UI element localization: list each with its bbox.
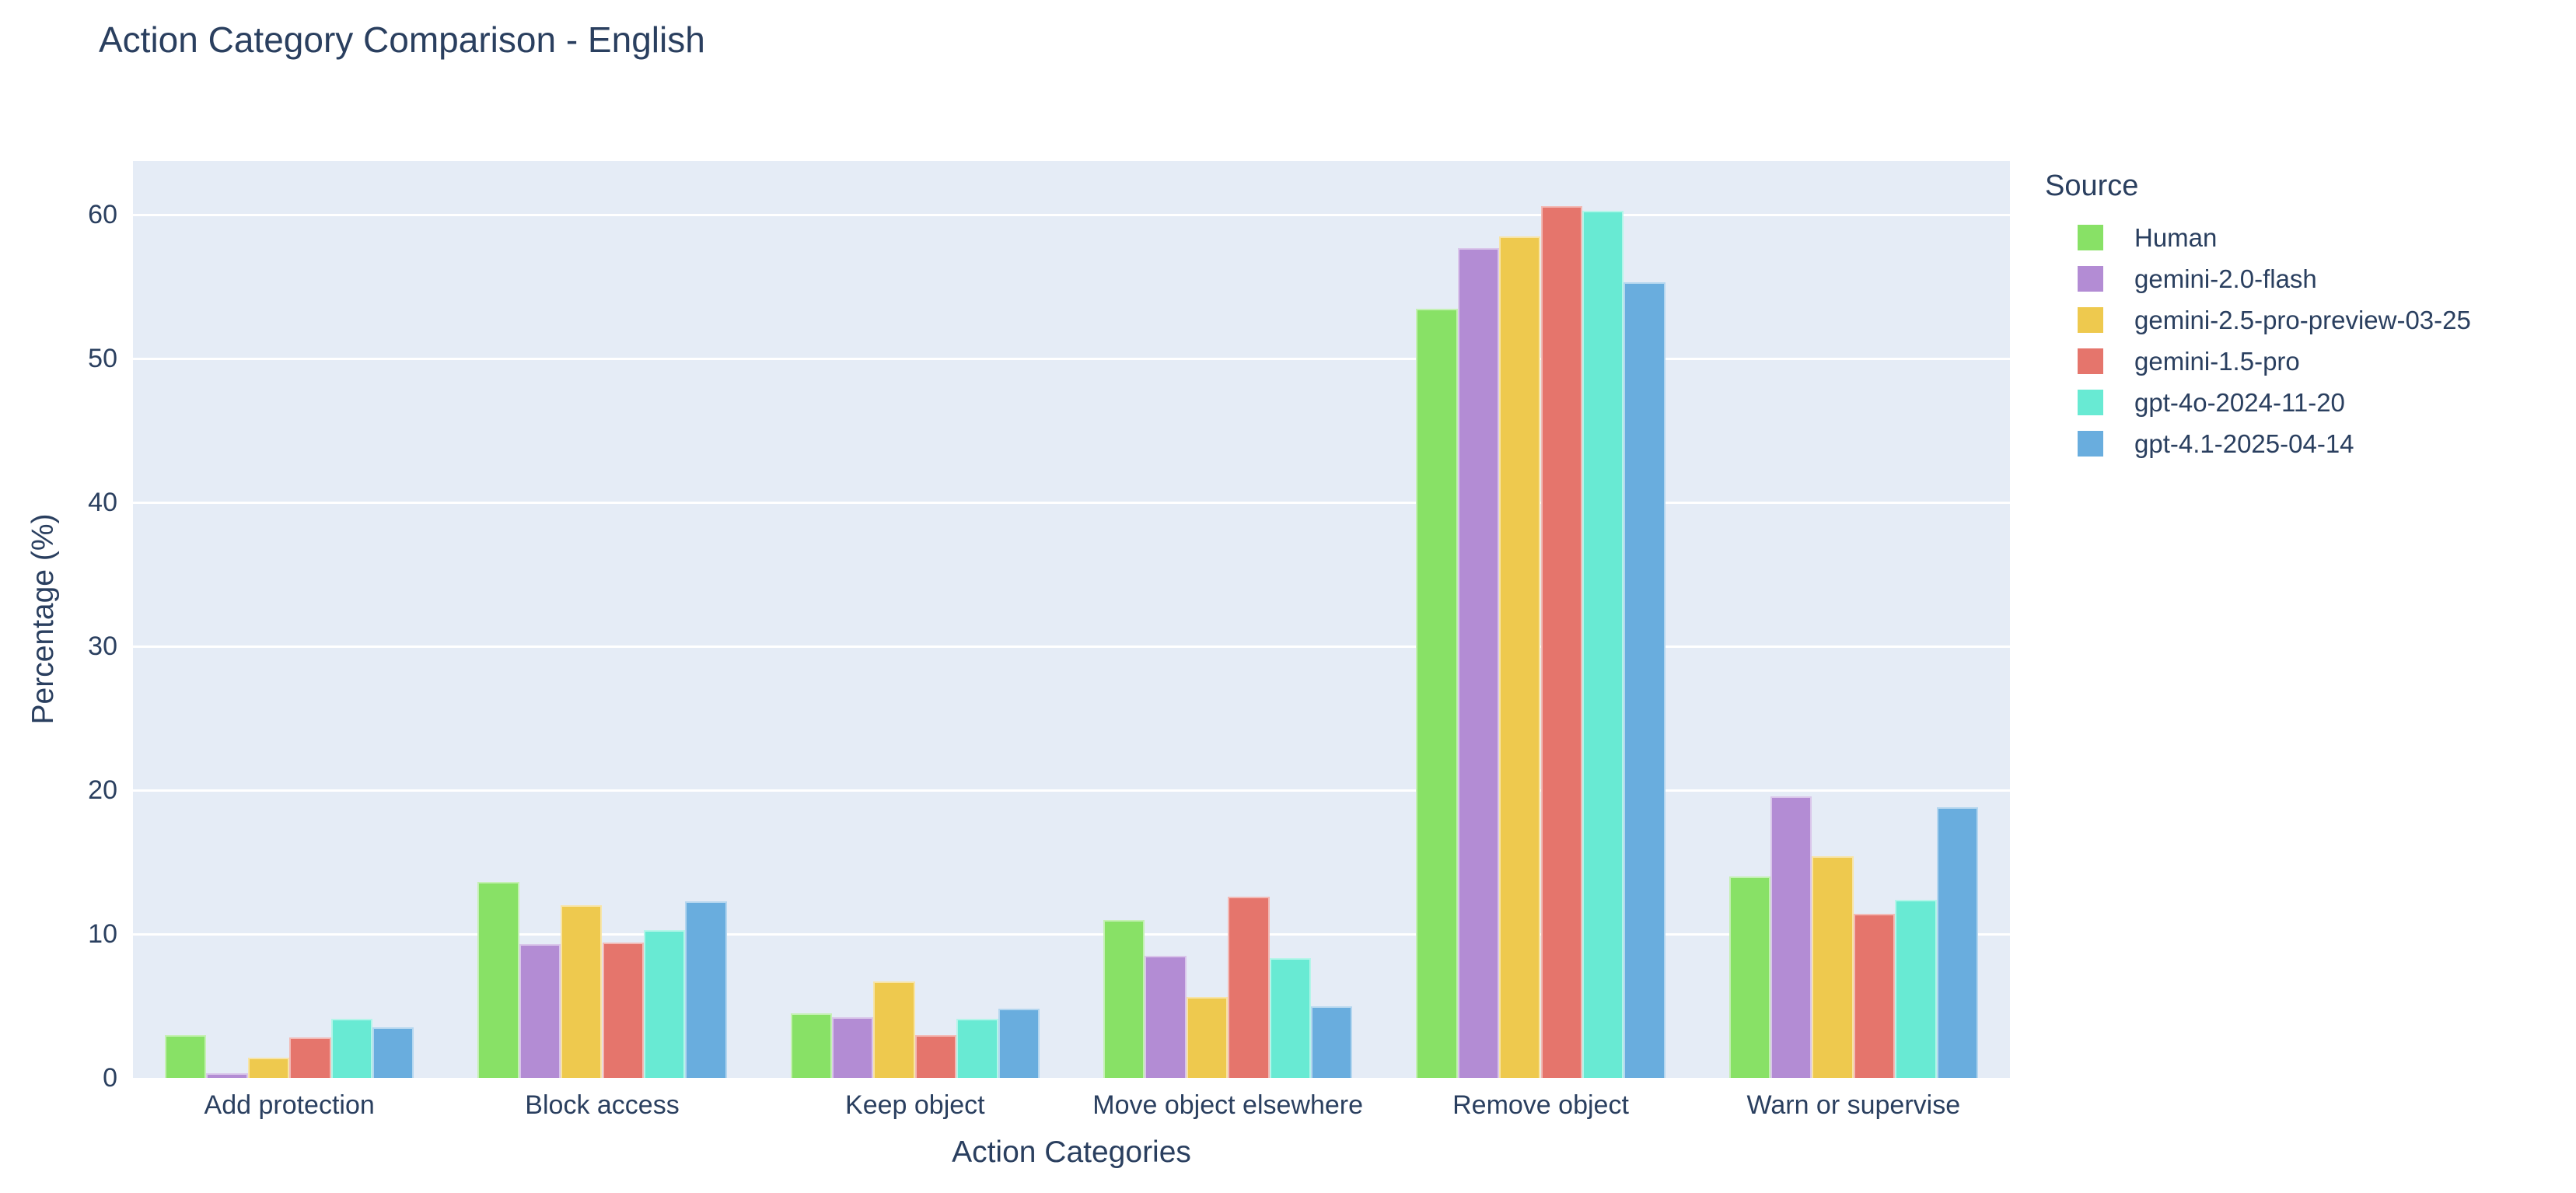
gridline-y-20 bbox=[133, 789, 2010, 792]
bar-gemini-1.5-pro-Warn or supervise[interactable] bbox=[1853, 914, 1896, 1078]
bar-Human-Block access[interactable] bbox=[477, 882, 519, 1078]
x-tick-label-Add protection: Add protection bbox=[204, 1090, 375, 1120]
x-tick-label-Move object elsewhere: Move object elsewhere bbox=[1092, 1090, 1364, 1120]
x-tick-label-Block access: Block access bbox=[525, 1090, 680, 1120]
y-tick-label-40: 40 bbox=[88, 488, 117, 518]
bar-Human-Move object elsewhere[interactable] bbox=[1103, 919, 1145, 1078]
bar-gpt-4.1-2025-04-14-Warn or supervise[interactable] bbox=[1936, 807, 1979, 1078]
legend-item-gpt-4o-2024-11-20[interactable]: gpt-4o-2024-11-20 bbox=[2045, 382, 2345, 423]
gridline-y-10 bbox=[133, 932, 2010, 936]
y-tick-label-30: 30 bbox=[88, 631, 117, 662]
bar-gemini-2.5-pro-preview-03-25-Warn or supervise[interactable] bbox=[1812, 856, 1854, 1078]
bar-gemini-2.0-flash-Add protection[interactable] bbox=[206, 1073, 248, 1078]
bar-gemini-1.5-pro-Remove object[interactable] bbox=[1540, 206, 1582, 1078]
bar-gemini-1.5-pro-Block access[interactable] bbox=[602, 943, 644, 1078]
legend-item-Human[interactable]: Human bbox=[2045, 217, 2217, 258]
legend-swatch-gemini-1.5-pro bbox=[2078, 348, 2103, 374]
gridline-y-40 bbox=[133, 501, 2010, 504]
bar-gpt-4o-2024-11-20-Block access[interactable] bbox=[643, 929, 686, 1078]
bar-gemini-2.5-pro-preview-03-25-Remove object[interactable] bbox=[1499, 236, 1541, 1078]
bar-gemini-2.5-pro-preview-03-25-Move object elsewhere[interactable] bbox=[1186, 997, 1229, 1078]
bar-Human-Warn or supervise[interactable] bbox=[1728, 876, 1771, 1078]
bar-gemini-1.5-pro-Keep object[interactable] bbox=[914, 1034, 957, 1078]
bar-gpt-4.1-2025-04-14-Keep object[interactable] bbox=[998, 1009, 1040, 1078]
bar-gpt-4.1-2025-04-14-Add protection[interactable] bbox=[372, 1027, 414, 1078]
legend-swatch-gemini-2.5-pro-preview-03-25 bbox=[2078, 307, 2103, 333]
bar-gpt-4o-2024-11-20-Move object elsewhere[interactable] bbox=[1269, 958, 1311, 1078]
legend: Source Human gemini-2.0-flash gemini-2.5-p… bbox=[2045, 170, 2471, 464]
bar-gpt-4o-2024-11-20-Keep object[interactable] bbox=[956, 1019, 998, 1078]
bar-gpt-4.1-2025-04-14-Block access[interactable] bbox=[685, 901, 727, 1078]
bar-Human-Keep object[interactable] bbox=[790, 1013, 833, 1078]
x-tick-label-Keep object: Keep object bbox=[845, 1090, 985, 1120]
gridline-y-60 bbox=[133, 213, 2010, 216]
gridline-y-30 bbox=[133, 645, 2010, 648]
legend-swatch-Human bbox=[2078, 225, 2103, 250]
legend-label-gpt-4.1-2025-04-14: gpt-4.1-2025-04-14 bbox=[2134, 429, 2354, 458]
legend-label-Human: Human bbox=[2134, 222, 2218, 252]
bar-gemini-2.0-flash-Block access[interactable] bbox=[519, 944, 561, 1078]
bar-gemini-2.0-flash-Warn or supervise[interactable] bbox=[1770, 796, 1812, 1078]
bar-gemini-2.5-pro-preview-03-25-Block access[interactable] bbox=[561, 905, 603, 1078]
x-tick-label-Remove object: Remove object bbox=[1452, 1090, 1629, 1120]
legend-title: Source bbox=[2045, 170, 2139, 202]
bar-gpt-4o-2024-11-20-Remove object[interactable] bbox=[1582, 210, 1624, 1078]
y-tick-label-60: 60 bbox=[88, 200, 117, 230]
bar-gemini-2.0-flash-Keep object[interactable] bbox=[832, 1017, 874, 1078]
bar-gpt-4.1-2025-04-14-Remove object[interactable] bbox=[1624, 282, 1665, 1078]
y-axis-title: Percentage (%) bbox=[26, 513, 60, 725]
chart-title: Action Category Comparison - English bbox=[99, 19, 705, 60]
legend-label-gemini-2.0-flash: gemini-2.0-flash bbox=[2134, 264, 2317, 293]
bar-gemini-2.0-flash-Move object elsewhere[interactable] bbox=[1145, 955, 1187, 1078]
legend-item-gemini-2.0-flash[interactable]: gemini-2.0-flash bbox=[2045, 258, 2317, 299]
bar-Human-Remove object[interactable] bbox=[1416, 308, 1458, 1078]
plot-area bbox=[133, 161, 2010, 1078]
legend-label-gemini-1.5-pro: gemini-1.5-pro bbox=[2134, 346, 2300, 376]
bar-gpt-4.1-2025-04-14-Move object elsewhere[interactable] bbox=[1310, 1006, 1353, 1078]
x-tick-label-Warn or supervise: Warn or supervise bbox=[1746, 1090, 1961, 1120]
legend-label-gemini-2.5-pro-preview-03-25: gemini-2.5-pro-preview-03-25 bbox=[2134, 305, 2471, 334]
legend-swatch-gemini-2.0-flash bbox=[2078, 266, 2103, 292]
legend-swatch-gpt-4.1-2025-04-14 bbox=[2078, 431, 2103, 457]
legend-item-gpt-4.1-2025-04-14[interactable]: gpt-4.1-2025-04-14 bbox=[2045, 423, 2354, 464]
legend-item-gemini-1.5-pro[interactable]: gemini-1.5-pro bbox=[2045, 341, 2300, 382]
legend-items: Human gemini-2.0-flash gemini-2.5-pro-prev… bbox=[2045, 217, 2471, 464]
bar-gpt-4o-2024-11-20-Warn or supervise[interactable] bbox=[1895, 899, 1937, 1078]
legend-label-gpt-4o-2024-11-20: gpt-4o-2024-11-20 bbox=[2134, 387, 2345, 417]
bar-Human-Add protection[interactable] bbox=[164, 1034, 207, 1078]
bar-gpt-4o-2024-11-20-Add protection[interactable] bbox=[330, 1019, 372, 1078]
bar-gemini-2.0-flash-Remove object[interactable] bbox=[1457, 247, 1500, 1078]
x-axis-title: Action Categories bbox=[952, 1135, 1191, 1169]
bar-gemini-2.5-pro-preview-03-25-Add protection[interactable] bbox=[247, 1058, 290, 1078]
y-tick-label-50: 50 bbox=[88, 344, 117, 374]
y-tick-label-10: 10 bbox=[88, 919, 117, 950]
bar-gemini-1.5-pro-Move object elsewhere[interactable] bbox=[1228, 896, 1270, 1078]
legend-item-gemini-2.5-pro-preview-03-25[interactable]: gemini-2.5-pro-preview-03-25 bbox=[2045, 299, 2471, 341]
legend-swatch-gpt-4o-2024-11-20 bbox=[2078, 390, 2103, 415]
bar-gemini-2.5-pro-preview-03-25-Keep object[interactable] bbox=[873, 981, 915, 1078]
y-tick-label-0: 0 bbox=[103, 1063, 117, 1093]
bar-gemini-1.5-pro-Add protection[interactable] bbox=[289, 1037, 331, 1078]
y-tick-label-20: 20 bbox=[88, 775, 117, 806]
gridline-y-50 bbox=[133, 357, 2010, 360]
